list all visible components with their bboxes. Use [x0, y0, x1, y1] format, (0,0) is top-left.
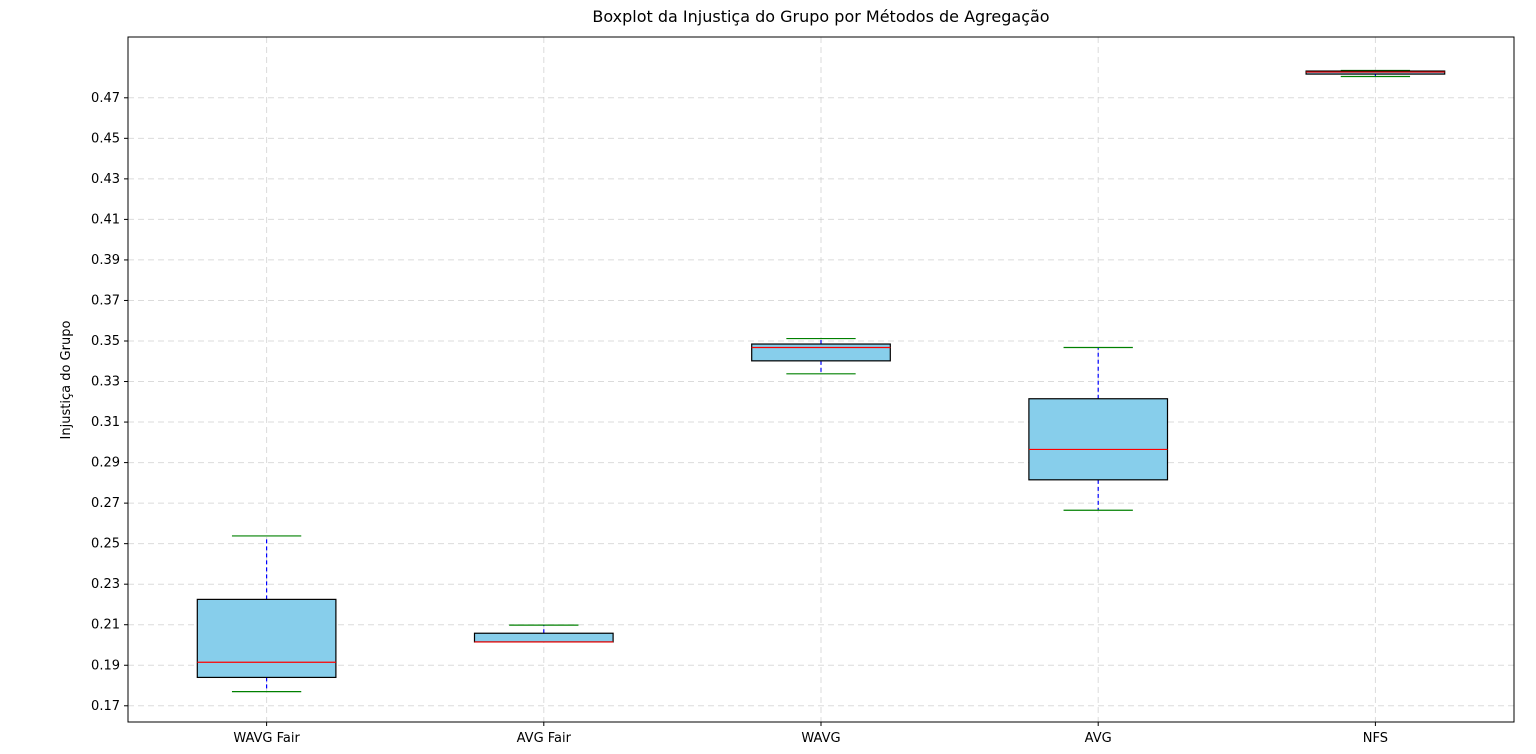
y-tick-label: 0.25: [91, 537, 120, 552]
chart-title: Boxplot da Injustiça do Grupo por Método…: [592, 7, 1049, 26]
y-tick-label: 0.43: [91, 172, 120, 187]
box-wavg: [751, 337, 891, 375]
y-tick-label: 0.19: [91, 658, 120, 673]
box-avg: [1028, 346, 1169, 511]
x-tick-label: WAVG Fair: [233, 731, 300, 746]
x-tick-label: AVG: [1085, 731, 1112, 746]
box-iqr: [196, 598, 337, 679]
y-tick-label: 0.35: [91, 334, 120, 349]
y-tick-label: 0.27: [91, 496, 120, 511]
box-avg-fair: [473, 624, 614, 643]
y-axis-ticks: 0.17 0.19 0.21 0.23 0.25 0.27 0.29 0.31 0.33 0.35…: [91, 91, 128, 714]
x-tick-label: WAVG: [801, 731, 840, 746]
x-tick-label: NFS: [1363, 731, 1388, 746]
y-tick-label: 0.17: [91, 699, 120, 714]
box-iqr: [473, 632, 614, 643]
y-tick-label: 0.41: [91, 212, 120, 227]
y-tick-label: 0.29: [91, 456, 120, 471]
box-series: [196, 69, 1446, 693]
y-tick-label: 0.21: [91, 618, 120, 633]
y-tick-label: 0.39: [91, 253, 120, 268]
x-axis-ticks: WAVG Fair AVG Fair WAVG AVG NFS: [233, 722, 1388, 746]
y-tick-label: 0.31: [91, 415, 120, 430]
grid-lines: [128, 37, 1514, 722]
box-wavg-fair: [196, 535, 337, 693]
plot-area-frame: [127, 36, 1515, 723]
y-tick-label: 0.37: [91, 293, 120, 308]
y-tick-label: 0.45: [91, 131, 120, 146]
box-iqr: [1028, 398, 1169, 481]
box-iqr: [751, 343, 891, 362]
y-axis-label: Injustiça do Grupo: [59, 321, 74, 440]
x-tick-label: AVG Fair: [517, 731, 572, 746]
box-nfs: [1305, 69, 1446, 78]
y-tick-label: 0.33: [91, 375, 120, 390]
y-tick-label: 0.47: [91, 91, 120, 106]
y-tick-label: 0.23: [91, 577, 120, 592]
